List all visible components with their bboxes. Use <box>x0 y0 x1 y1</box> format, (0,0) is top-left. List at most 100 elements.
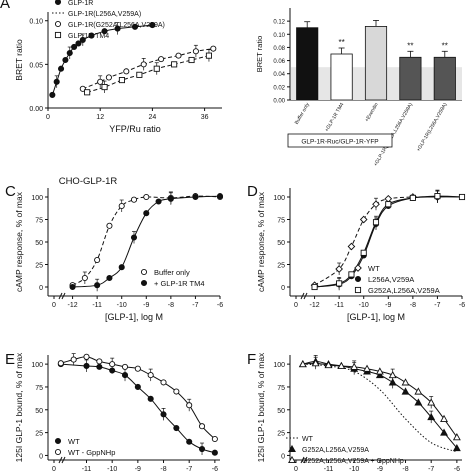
panel-a-x-tick-label: 0 <box>46 114 50 121</box>
panel-e-legend-label: WT - GppNHp <box>68 448 115 457</box>
panel-b-y-tick-label: 0.00 <box>273 99 285 105</box>
panel-e-data-point <box>186 438 193 445</box>
panel-d-axis-break <box>303 292 308 300</box>
panel-b-bar <box>296 27 319 101</box>
panel-a-data-point <box>149 22 156 29</box>
panel-e-data-point <box>211 449 218 456</box>
panel-e-legend-swatch <box>54 448 62 456</box>
panel-f-legend-label: WT <box>302 436 314 443</box>
panel-e-legend-swatch <box>54 437 62 445</box>
panel-d-x-tick-label: 0 <box>294 302 298 309</box>
panel-e-letter: E <box>5 351 15 368</box>
panel-b-category-label: Buffer only <box>294 102 311 126</box>
panel-a-data-point <box>53 78 60 85</box>
panel-c-data-point <box>81 274 88 282</box>
panel-a-data-point <box>75 40 82 47</box>
panel-a-data-point <box>136 71 143 78</box>
panel-b-bar <box>330 53 353 101</box>
panel-a-y-tick-label: 0.05 <box>29 62 43 69</box>
panel-e-data-point <box>96 358 103 365</box>
panel-c-data-point <box>106 222 113 229</box>
panel-b-category-label: +GLP-1R TM4 <box>324 102 345 133</box>
panel-b-y-tick-label: 0.12 <box>273 20 285 26</box>
panel-a-data-point <box>118 77 125 84</box>
panel-d-fit-curve <box>314 195 463 288</box>
panel-d-legend-label: L256A,V259A <box>368 275 414 284</box>
panel-c-data-point <box>192 193 199 201</box>
panel-c-title: CHO-GLP-1R <box>59 176 118 187</box>
panel-f-y-axis-label: 125I GLP-1 bound, % of max <box>256 352 266 462</box>
panel-a-legend-swatch <box>54 0 62 6</box>
panel-a-letter: A <box>0 0 10 12</box>
panel-f-y-tick-label: 75 <box>277 385 285 392</box>
panel-e-data-point <box>134 365 141 372</box>
panel-f-data-point <box>298 359 307 368</box>
panel-c-data-point <box>143 210 150 217</box>
panel-d-legend-label: G252A,L256A,V259A <box>368 286 440 295</box>
panel-d-data-point <box>372 219 380 226</box>
panel-a-data-point <box>88 32 95 39</box>
panel-c-data-point <box>94 282 101 289</box>
panel-f-legend-label: G252A,L256A,V259A <box>302 447 369 454</box>
panel-a-data-point <box>171 61 178 68</box>
panel-e-y-axis-label: 125I GLP-1 bound, % of max <box>14 352 24 462</box>
panel-d-data-point <box>359 215 368 224</box>
panel-e-data-point <box>134 383 141 391</box>
panel-a-legend-label: GLP-1R(G252A,L256A,V259A) <box>68 22 165 29</box>
panel-c-axis-break <box>58 292 63 300</box>
panel-c-data-point <box>94 256 101 264</box>
panel-d-x-tick-label: -12 <box>310 302 320 309</box>
panel-a-data-point <box>140 61 147 68</box>
panel-d-y-tick-label: 25 <box>277 263 285 270</box>
panel-a-data-point <box>175 52 182 59</box>
panel-e-data-point <box>173 424 180 432</box>
panel-c-series-1 <box>69 192 224 292</box>
panel-b-y-tick-label: 0.02 <box>273 85 285 91</box>
panel-d-data-point <box>311 283 318 291</box>
panel-f-y-tick-label: 50 <box>277 408 285 415</box>
panel-e-x-tick-label: -6 <box>212 466 218 473</box>
panel-d-legend-swatch <box>354 264 362 272</box>
panel-e-axis-break <box>58 456 63 464</box>
panel-f-y-tick-label: 25 <box>277 431 285 438</box>
panel-e-x-tick-label: -7 <box>186 466 192 473</box>
panel-b-caption-text: GLP-1R-Ruc/GLP-1R-YFP <box>301 139 378 146</box>
panel-d-data-point <box>336 280 343 287</box>
panel-c-letter: C <box>5 183 16 200</box>
panel-c-x-axis-label: [GLP-1], log M <box>105 312 163 322</box>
panel-d-y-axis-label: cAMP response, % of max <box>256 191 266 292</box>
panel-f-axis-break <box>300 456 305 464</box>
panel-e-data-point <box>198 445 206 453</box>
panel-e-x-tick-label: -8 <box>160 466 166 473</box>
panel-d-legend-swatch <box>354 275 362 283</box>
panel-a-data-point <box>58 65 65 72</box>
panel-b-significance-label: ** <box>407 41 413 50</box>
panel-c-data-point <box>167 195 174 202</box>
panel-c-data-point <box>130 196 138 203</box>
panel-b-bar <box>364 25 388 101</box>
panel-d-x-tick-label: -10 <box>359 302 369 309</box>
panel-c-x-tick-label: -8 <box>168 302 174 309</box>
panel-a-series-1 <box>79 44 217 92</box>
panel-b-category-label: +GLP-1R(L256A,V259A) <box>416 102 449 153</box>
panel-e-data-point <box>96 363 103 370</box>
panel-f-data-point <box>414 398 423 406</box>
panel-c-data-point <box>130 234 138 241</box>
panel-f-x-tick-label: -10 <box>349 466 359 473</box>
panel-c-data-point <box>216 193 224 200</box>
panel-f-data-point <box>324 360 333 369</box>
panel-f-data-point <box>375 370 384 379</box>
panel-e-x-tick-label: -10 <box>107 466 117 473</box>
panel-f-data-point <box>311 359 320 367</box>
panel-a-y-axis-label: BRET ratio <box>14 39 24 81</box>
panel-e-data-point <box>198 423 206 430</box>
panel-d-x-tick-label: -9 <box>385 302 391 309</box>
panel-e-data-point <box>173 388 180 395</box>
panel-e-axis-break <box>61 456 66 464</box>
panel-d-y-tick-label: 75 <box>277 218 285 225</box>
panel-c-fit-curve <box>72 195 221 286</box>
panel-f-x-tick-label: -8 <box>402 466 408 473</box>
panel-c-data-point <box>155 198 162 205</box>
panel-c-data-point <box>106 274 113 282</box>
panel-f-data-point <box>350 362 359 370</box>
